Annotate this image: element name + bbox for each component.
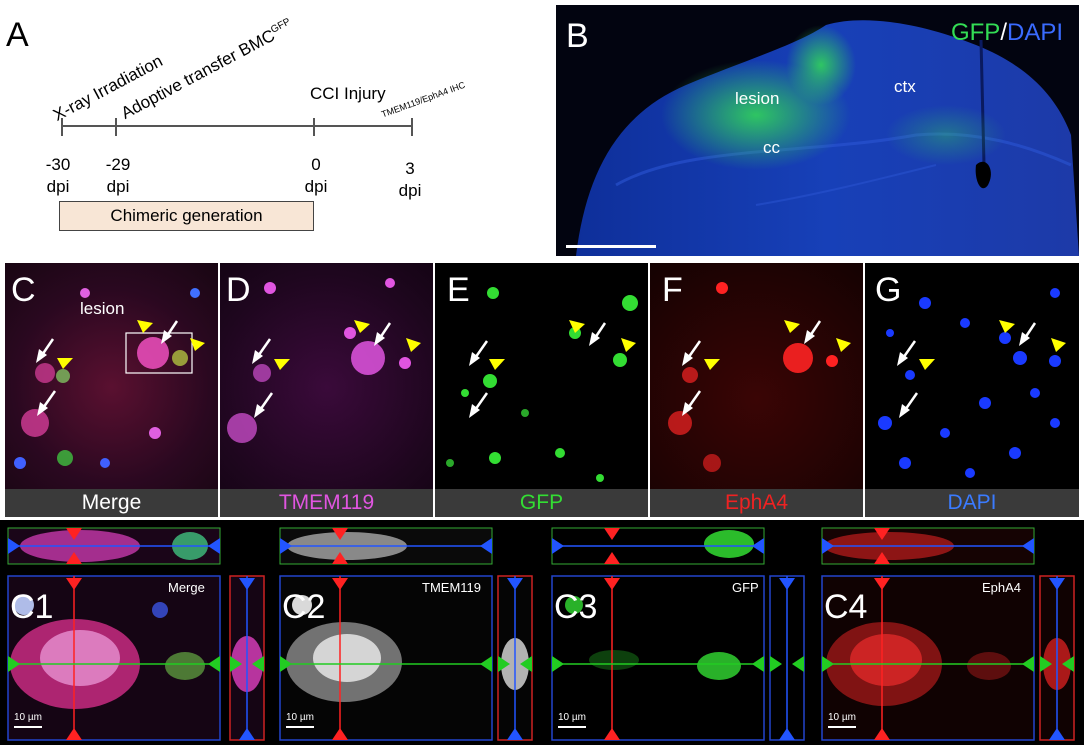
panel-a-label: A	[6, 16, 29, 54]
tick-label-minus-30: -30 dpi	[36, 154, 80, 198]
panel-d-image: D	[220, 263, 433, 489]
c4-scale: 10 µm	[828, 712, 856, 723]
c2-channel: TMEM119	[422, 580, 481, 595]
c1-scale: 10 µm	[14, 712, 42, 723]
region-cc: cc	[763, 138, 780, 157]
tick-label-minus-29: -29 dpi	[96, 154, 140, 198]
panel-f-label: F	[662, 271, 683, 309]
region-lesion: lesion	[735, 89, 780, 108]
panel-c-label: C	[11, 271, 36, 309]
tick-unit: dpi	[398, 181, 422, 200]
panel-b-image: B GFP/DAPI lesion ctx cc	[556, 5, 1079, 256]
title-gfp: GFP	[950, 19, 1001, 46]
title-dapi: DAPI	[1006, 19, 1063, 46]
scale-bar	[566, 245, 656, 248]
panel-b-title: GFP/DAPI	[951, 19, 1063, 47]
title-separator: /	[1000, 19, 1007, 46]
brain-section-graphic	[566, 20, 1079, 256]
panel-e-label: E	[447, 271, 470, 309]
tick-value: 0	[311, 155, 321, 174]
c3-orthoview	[551, 527, 805, 741]
panel-d-label: D	[226, 271, 251, 309]
c4-channel: EphA4	[982, 580, 1022, 595]
c4-orthoview	[821, 527, 1075, 741]
panel-f-image: F	[650, 263, 863, 489]
scale-bar	[558, 726, 586, 728]
zoom-panel-c1: C1 Merge 10 µm	[0, 520, 268, 745]
epha4-micrograph	[668, 282, 851, 472]
dapi-micrograph	[878, 288, 1066, 478]
event-cci: CCI Injury	[310, 84, 386, 103]
panel-g-label: G	[875, 271, 902, 309]
tick-unit: dpi	[304, 177, 328, 196]
c3-channel: GFP	[732, 580, 759, 595]
panel-b-label: B	[566, 17, 589, 55]
channel-label-dapi: DAPI	[865, 489, 1079, 517]
region-ctx: ctx	[894, 77, 916, 96]
c3-scale: 10 µm	[558, 712, 586, 723]
panel-g-image: G	[865, 263, 1079, 489]
tick-unit: dpi	[106, 177, 130, 196]
scale-bar	[286, 726, 314, 728]
zoom-panel-c3: C3 GFP 10 µm	[544, 520, 812, 745]
c1-orthoview	[7, 527, 265, 741]
c1-label: C1	[10, 588, 54, 626]
channel-label-tmem119: TMEM119	[220, 489, 433, 517]
tick-label-3: 3 dpi	[388, 158, 432, 202]
panel-c-image: C lesion	[5, 263, 218, 489]
tick-unit: dpi	[46, 177, 70, 196]
tick-label-0: 0 dpi	[294, 154, 338, 198]
scale-bar	[828, 726, 856, 728]
tmem119-micrograph	[227, 278, 421, 443]
channel-label-merge: Merge	[5, 489, 218, 517]
panel-c-lesion-label: lesion	[80, 299, 125, 318]
gfp-micrograph	[446, 287, 638, 482]
c2-orthoview	[279, 527, 533, 741]
c3-label: C3	[554, 588, 598, 626]
tick-value: -30	[45, 155, 71, 174]
scale-bar	[14, 726, 42, 728]
timeline	[61, 118, 413, 136]
zoom-panel-c4: C4 EphA4 10 µm	[814, 520, 1082, 745]
c2-label: C2	[282, 588, 326, 626]
channel-label-gfp: GFP	[435, 489, 648, 517]
channel-label-epha4: EphA4	[650, 489, 863, 517]
zoom-panel-c2: C2 TMEM119 10 µm	[272, 520, 540, 745]
c1-channel: Merge	[168, 580, 205, 595]
zoom-box	[125, 332, 193, 374]
c4-label: C4	[824, 588, 868, 626]
chimeric-generation-box: Chimeric generation	[59, 201, 314, 231]
merge-micrograph	[14, 288, 205, 469]
tick-value: 3	[405, 159, 415, 178]
c2-scale: 10 µm	[286, 712, 314, 723]
panel-e-image: E	[435, 263, 648, 489]
tick-value: -29	[105, 155, 131, 174]
